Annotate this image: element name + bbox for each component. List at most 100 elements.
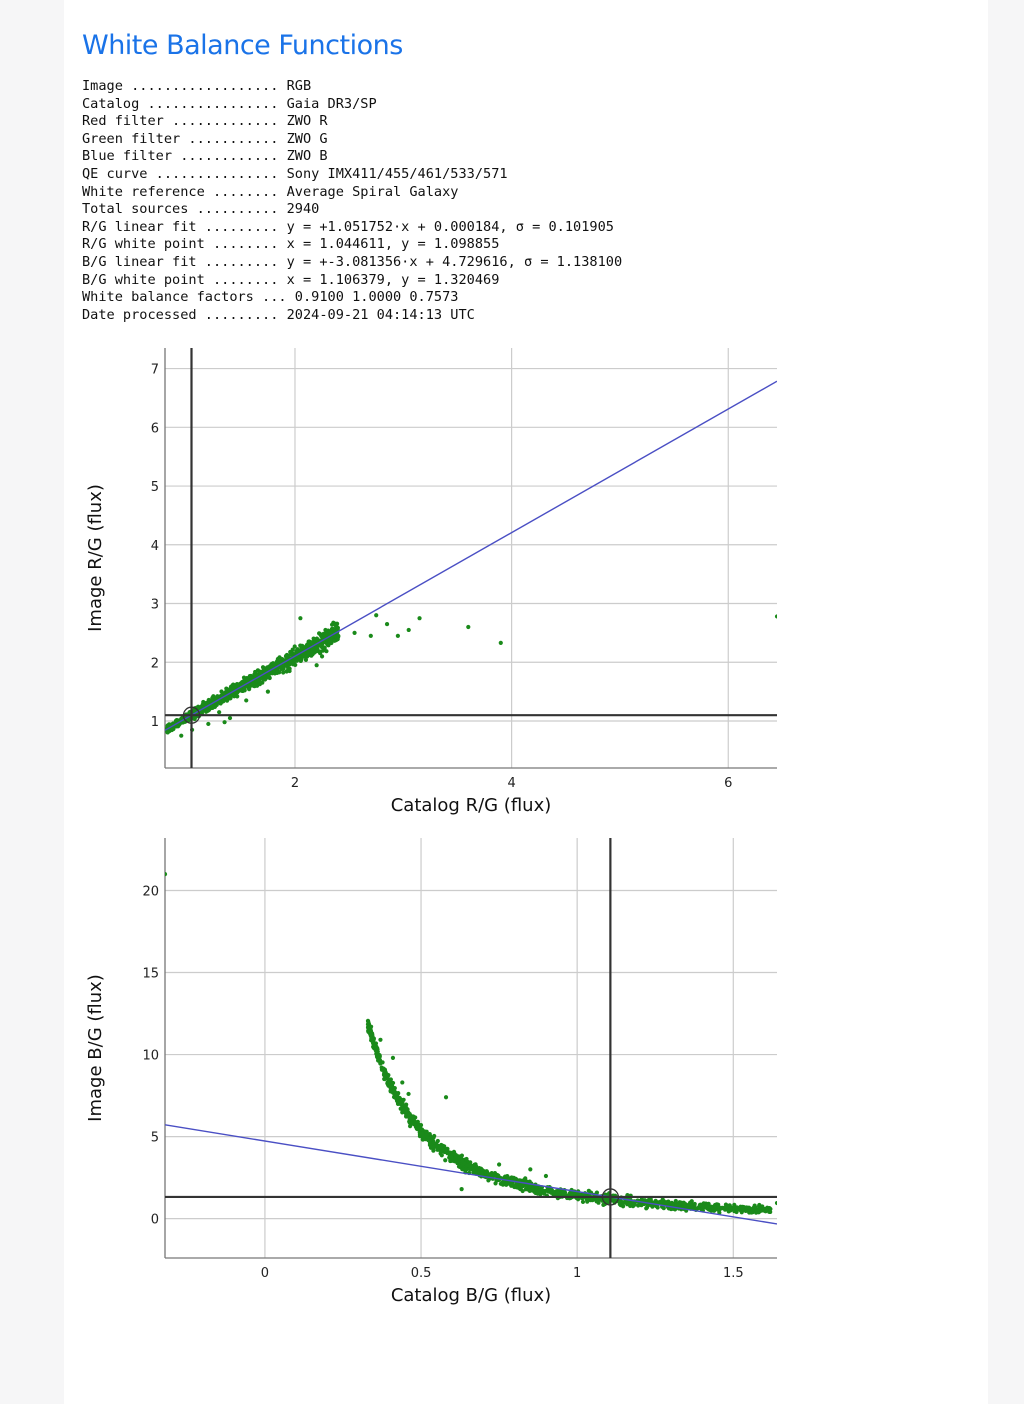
data-point (292, 644, 297, 649)
info-key: White balance factors ... (82, 289, 287, 306)
x-axis-label: Catalog R/G (flux) (391, 795, 552, 816)
info-row: Catalog ................ Gaia DR3/SP (82, 96, 622, 114)
data-point (415, 1123, 420, 1128)
data-point (497, 1162, 502, 1167)
data-point (298, 616, 303, 621)
y-tick-label: 6 (151, 421, 159, 436)
data-point (726, 1209, 731, 1214)
data-point (244, 698, 249, 703)
data-point (260, 665, 266, 670)
bg-scatter-chart: 0 0.5 1 1.5 0 5 10 15 20 Catalog B/G (flux) Image … (85, 838, 777, 1306)
data-point (165, 871, 168, 877)
data-point (386, 1080, 392, 1085)
data-point (443, 1095, 449, 1100)
info-row: Date processed ......... 2024-09-21 04:1… (82, 307, 622, 325)
info-value: Gaia DR3/SP (286, 95, 377, 112)
info-row: White reference ........ Average Spiral … (82, 184, 622, 202)
data-point (518, 1183, 523, 1189)
data-point (256, 678, 261, 683)
data-point (576, 1197, 581, 1202)
y-tick-label: 4 (151, 539, 159, 554)
data-point (498, 640, 503, 645)
data-point (472, 1162, 477, 1167)
y-tick-label: 5 (151, 480, 159, 495)
data-point (366, 1020, 371, 1025)
info-key: Date processed ......... (82, 306, 279, 323)
data-point (309, 653, 314, 658)
data-point (546, 1189, 551, 1194)
data-point (500, 1180, 505, 1185)
data-point (424, 1132, 430, 1137)
info-value: ZWO B (286, 148, 328, 165)
data-point (278, 659, 283, 664)
data-point (383, 1069, 388, 1074)
data-point (239, 680, 245, 685)
linear-fit-line (165, 380, 777, 731)
data-point (395, 633, 400, 638)
data-point (503, 1174, 508, 1179)
data-point (240, 688, 245, 694)
data-point (656, 1200, 661, 1205)
info-key: QE curve ............... (82, 165, 279, 182)
data-point (179, 733, 184, 738)
data-point (754, 1208, 760, 1213)
data-point (227, 687, 232, 692)
data-point (227, 715, 233, 721)
data-point (407, 1112, 412, 1117)
x-tick-label: 2 (291, 776, 299, 791)
data-point (406, 1091, 411, 1097)
data-point (333, 623, 338, 628)
data-point (459, 1153, 464, 1158)
data-point (453, 1156, 458, 1161)
info-key: Catalog ................ (82, 95, 279, 112)
report-page: White Balance Functions Image ..........… (64, 0, 988, 1404)
rg-scatter-chart: 2 4 6 1 2 3 4 5 6 7 Catalog R/G (flux) Image R/G (f… (85, 348, 777, 816)
info-key: White reference ........ (82, 183, 279, 200)
data-point (394, 1091, 399, 1096)
data-point (262, 673, 267, 679)
data-point (460, 1158, 465, 1164)
data-point (411, 1114, 416, 1119)
info-key: Total sources .......... (82, 201, 279, 218)
data-point (406, 627, 411, 633)
info-key: B/G linear fit ......... (82, 253, 279, 270)
data-point (713, 1206, 718, 1211)
processing-info: Image .................. RGB Catalog ....… (82, 78, 622, 324)
data-point (438, 1145, 443, 1150)
data-point (217, 710, 222, 715)
data-point (319, 633, 324, 639)
info-key: Green filter ........... (82, 130, 279, 147)
data-point (247, 687, 252, 692)
data-point (388, 1083, 393, 1088)
data-point (669, 1206, 674, 1212)
data-point (761, 1206, 766, 1211)
info-row: Image .................. RGB (82, 78, 622, 96)
data-point (267, 675, 272, 680)
white-point-marker (601, 1188, 620, 1206)
info-value: x = 1.044611, y = 1.098855 (286, 236, 500, 253)
y-tick-label: 2 (151, 656, 159, 671)
data-point (439, 1153, 444, 1158)
data-point (535, 1191, 540, 1196)
data-point (323, 632, 328, 637)
y-tick-label: 0 (151, 1213, 159, 1228)
data-point (329, 622, 335, 627)
data-point (418, 1131, 424, 1136)
data-point (321, 645, 327, 650)
data-point (464, 1156, 469, 1162)
data-point (329, 636, 334, 641)
data-point (336, 633, 341, 638)
data-point (380, 1060, 385, 1065)
data-point (524, 1179, 529, 1184)
info-row: Total sources .......... 2940 (82, 201, 622, 219)
data-point (716, 1204, 721, 1209)
data-point (301, 654, 306, 659)
data-point (700, 1205, 705, 1210)
info-row: B/G white point ........ x = 1.106379, y… (82, 272, 622, 290)
data-point (520, 1188, 525, 1194)
data-point (204, 707, 209, 713)
data-point (706, 1201, 711, 1206)
data-point (485, 1171, 490, 1176)
data-point (467, 1166, 472, 1171)
data-point (318, 649, 323, 654)
